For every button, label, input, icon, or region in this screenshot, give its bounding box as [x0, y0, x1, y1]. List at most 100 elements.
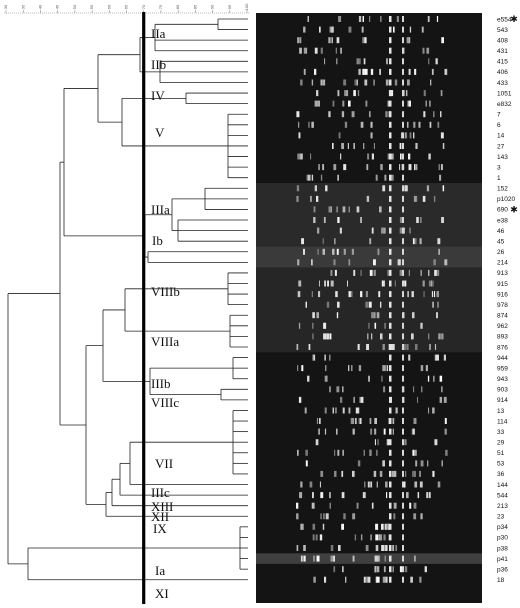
gel-band: [376, 576, 380, 583]
gel-band: [375, 534, 378, 541]
gel-band: [311, 259, 313, 266]
gel-band: [328, 206, 332, 213]
gel-band: [391, 344, 395, 350]
lane-label: 7: [497, 112, 501, 119]
gel-band: [374, 555, 378, 562]
gel-band: [402, 449, 404, 456]
gel-band: [389, 523, 392, 530]
gel-band: [324, 280, 326, 287]
gel-band: [402, 545, 404, 551]
gel-band: [312, 492, 314, 499]
gel-band: [409, 132, 412, 139]
gel-band: [308, 121, 310, 128]
gel-band: [313, 206, 316, 213]
lane-label-column: e554✱5434084314154064331051e832761427143…: [497, 15, 518, 584]
lane-label: 214: [497, 260, 508, 267]
gel-band: [396, 16, 399, 22]
scale-tick-label: 50: [72, 4, 77, 9]
gel-band: [389, 460, 392, 467]
scale-tick-label: 95: [227, 4, 232, 9]
gel-band: [331, 26, 334, 33]
gel-band: [373, 269, 376, 276]
gel-band: [379, 534, 383, 541]
gel-band: [411, 291, 414, 298]
lane-label: 152: [497, 186, 508, 193]
gel-band: [442, 185, 445, 192]
gel-band: [305, 449, 308, 456]
gel-band: [370, 121, 373, 128]
gel-band: [363, 576, 366, 583]
gel-band: [320, 492, 324, 499]
gel-band: [382, 545, 385, 551]
gel-band: [408, 153, 411, 160]
gel-band: [402, 375, 404, 382]
lane-label: 944: [497, 355, 508, 362]
gel-band: [393, 513, 396, 520]
gel-band: [336, 58, 338, 65]
gel-band: [402, 439, 404, 446]
gel-band: [432, 407, 435, 414]
gel-band: [441, 37, 444, 44]
gel-band: [312, 354, 314, 361]
gel-band: [393, 470, 397, 477]
gel-band: [326, 333, 330, 340]
gel-band: [360, 269, 362, 276]
gel-band: [402, 248, 404, 255]
gel-band: [316, 555, 320, 562]
gel-band: [356, 58, 359, 65]
gel-band: [338, 545, 341, 551]
lane-label: 18: [497, 577, 505, 584]
gel-band: [389, 143, 392, 149]
gel-band: [392, 566, 394, 573]
gel-band: [422, 47, 425, 54]
gel-band: [309, 481, 313, 488]
gel-band: [402, 513, 404, 520]
gel-band: [434, 354, 437, 361]
gel-band: [342, 386, 344, 393]
gel-band: [402, 322, 404, 329]
gel-band: [366, 344, 369, 350]
gel-band: [305, 460, 308, 467]
gel-band: [389, 566, 392, 573]
gel-band: [369, 16, 371, 22]
gel-band: [345, 576, 347, 583]
gel-band: [439, 174, 442, 181]
gel-band: [334, 269, 337, 276]
gel-band: [311, 291, 313, 298]
gel-band: [429, 121, 432, 128]
gel-band: [402, 386, 404, 393]
gel-band: [356, 502, 359, 509]
gel-band: [404, 566, 408, 573]
gel-band: [403, 344, 406, 350]
gel-band: [402, 418, 404, 424]
gel-band: [376, 576, 378, 583]
gel-band: [369, 111, 371, 118]
gel-band: [389, 259, 392, 266]
gel-band: [372, 312, 376, 319]
gel-band: [384, 174, 387, 181]
gel-band: [389, 492, 392, 499]
gel-band: [389, 576, 392, 583]
gel-band: [298, 153, 300, 160]
gel-band: [317, 248, 319, 255]
gel-band: [311, 174, 314, 181]
gel-band: [433, 375, 435, 382]
gel-band: [341, 143, 344, 149]
gel-band: [335, 407, 337, 414]
gel-band: [366, 576, 369, 583]
gel-band: [355, 418, 357, 424]
gel-band: [333, 259, 336, 266]
gel-band: [313, 576, 316, 583]
gel-band: [433, 195, 436, 202]
gel-band: [337, 217, 340, 223]
gel-band: [312, 534, 315, 541]
gel-band: [389, 449, 392, 456]
gel-band: [436, 312, 438, 319]
gel-band: [362, 68, 365, 75]
gel-band: [409, 100, 411, 107]
gel-band: [417, 492, 420, 499]
gel-band: [358, 365, 362, 372]
gel-band: [368, 322, 370, 329]
gel-band: [318, 291, 321, 298]
